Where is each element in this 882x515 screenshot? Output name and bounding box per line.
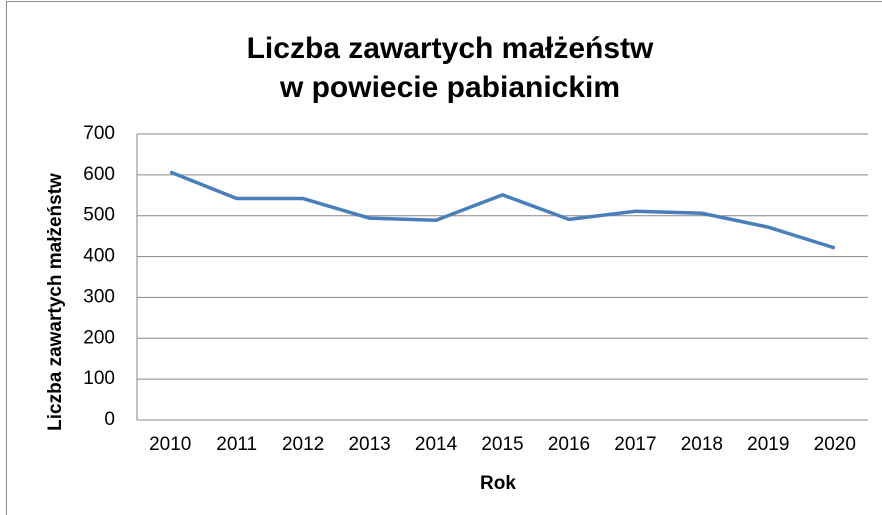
y-tick-label: 100 bbox=[83, 368, 115, 389]
y-tick-label: 600 bbox=[83, 164, 115, 185]
y-tick-label: 400 bbox=[83, 246, 115, 267]
x-tick-label: 2016 bbox=[548, 434, 590, 455]
x-tick-label: 2014 bbox=[415, 434, 458, 455]
y-tick-label: 300 bbox=[83, 286, 115, 307]
x-tick-label: 2013 bbox=[348, 434, 390, 455]
x-tick-label: 2012 bbox=[282, 434, 324, 455]
y-axis-title: Liczba zawartych małżeństw bbox=[45, 173, 66, 431]
x-tick-label: 2018 bbox=[681, 434, 723, 455]
x-axis-title: Rok bbox=[480, 473, 516, 494]
x-tick-label: 2019 bbox=[747, 434, 789, 455]
x-tick-label: 2015 bbox=[481, 434, 523, 455]
x-tick-label: 2011 bbox=[216, 434, 257, 455]
x-tick-label: 2017 bbox=[614, 434, 656, 455]
chart-title: Liczba zawartych małżeństw bbox=[247, 32, 654, 65]
line-series bbox=[169, 170, 836, 250]
x-tick-label: 2020 bbox=[814, 434, 856, 455]
chart-frame bbox=[6, 1, 882, 515]
x-tick-label: 2010 bbox=[149, 434, 191, 455]
y-tick-label: 200 bbox=[83, 327, 115, 348]
y-tick-label: 700 bbox=[83, 123, 115, 144]
chart-title: w powiecie pabianickim bbox=[279, 71, 620, 104]
y-tick-label: 500 bbox=[83, 205, 115, 226]
y-tick-label: 0 bbox=[104, 409, 115, 430]
